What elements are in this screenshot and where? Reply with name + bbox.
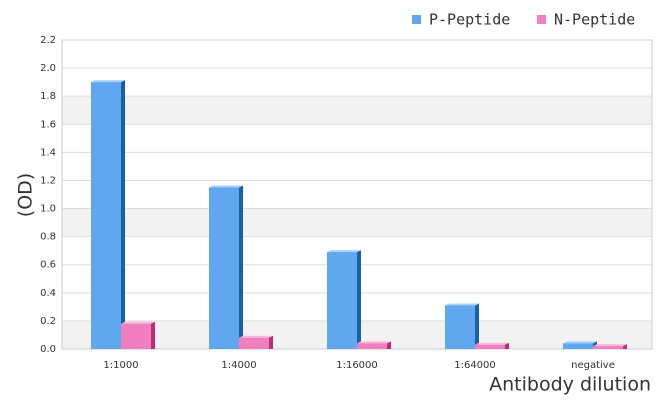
x-tick-label: 1:16000 — [336, 360, 378, 371]
y-tick-label: 1.2 — [40, 175, 56, 186]
y-tick-label: 1.6 — [40, 119, 56, 130]
bar — [357, 343, 387, 349]
y-tick-label: 0.6 — [40, 260, 56, 271]
bar-side — [475, 303, 479, 349]
grid-band — [62, 96, 652, 125]
bar — [563, 343, 593, 349]
bar-side — [239, 185, 243, 349]
bar — [445, 305, 475, 349]
x-tick-label: 1:1000 — [103, 360, 138, 371]
bar-top — [357, 341, 391, 344]
grid-band — [62, 208, 652, 237]
y-tick-label: 1.0 — [40, 204, 56, 215]
bar-top — [239, 335, 273, 338]
legend: P-Peptide N-Peptide — [412, 11, 635, 29]
y-tick-label: 0.8 — [40, 232, 56, 243]
bar — [327, 252, 357, 349]
bar — [593, 346, 623, 349]
legend-swatch — [537, 15, 546, 24]
bar-top — [563, 341, 597, 344]
bar-side — [357, 250, 361, 349]
bar-top — [91, 80, 125, 83]
bar-top — [209, 185, 243, 188]
y-tick-label: 1.4 — [40, 147, 56, 158]
bar — [91, 82, 121, 350]
x-axis-label: Antibody dilution — [489, 374, 651, 396]
bar-top — [593, 344, 627, 347]
y-tick-label: 0.2 — [40, 316, 56, 327]
bar-side — [505, 342, 509, 349]
bar-side — [623, 344, 627, 349]
x-tick-label: 1:64000 — [454, 360, 496, 371]
bar-top — [475, 342, 509, 345]
bar-side — [269, 335, 273, 349]
bar — [121, 323, 151, 349]
y-tick-label: 0.4 — [40, 288, 56, 299]
bar — [209, 187, 239, 349]
y-tick-label: 2.0 — [40, 63, 56, 74]
bar-side — [387, 341, 391, 349]
bar-side — [151, 321, 155, 349]
x-tick-label: 1:4000 — [221, 360, 256, 371]
y-tick-label: 1.8 — [40, 91, 56, 102]
y-tick-label: 2.2 — [40, 35, 56, 46]
bar-top — [121, 321, 155, 324]
bar — [475, 344, 505, 349]
bar-top — [445, 303, 479, 306]
y-axis-label: (OD) — [15, 173, 37, 217]
y-tick-label: 0.0 — [40, 344, 56, 355]
x-tick-label: negative — [571, 360, 615, 371]
bar — [239, 337, 269, 349]
legend-swatch — [412, 15, 421, 24]
bar-side — [121, 80, 125, 350]
legend-label: P-Peptide — [429, 11, 510, 29]
bar-top — [327, 250, 361, 253]
legend-label: N-Peptide — [554, 11, 635, 29]
